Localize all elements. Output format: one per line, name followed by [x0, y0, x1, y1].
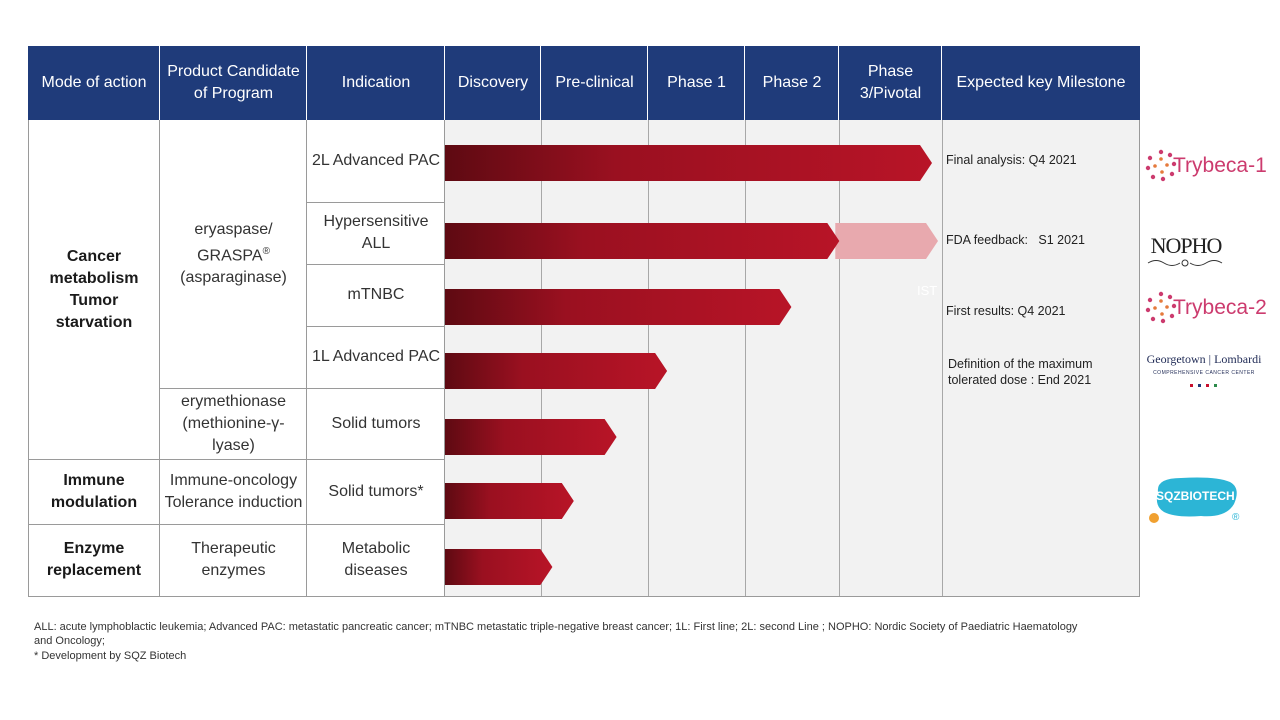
footnote-sqz: * Development by SQZ Biotech — [34, 650, 187, 662]
header-indication: Indication — [307, 46, 445, 120]
header-discovery: Discovery — [445, 46, 541, 120]
milestone-mtnbc: First results: Q4 2021 — [946, 304, 1066, 318]
sqz-biotech-logo: SQZBIOTECH ® — [1146, 474, 1246, 529]
header-phase2: Phase 2 — [745, 46, 839, 120]
milestone-all: FDA feedback: S1 2021 — [946, 233, 1085, 247]
pipeline-bar — [445, 483, 574, 519]
sqz-blob-icon — [1149, 477, 1237, 523]
pipeline-extension-bar — [835, 223, 938, 259]
header-milestone: Expected key Milestone — [942, 46, 1140, 120]
milestone-1l-pac: Definition of the maximum tolerated dose… — [948, 357, 1093, 387]
pipeline-bar — [445, 223, 840, 259]
trybeca-dots-icon — [1145, 291, 1177, 324]
indication-label: Solid tumors* — [328, 482, 424, 500]
pipeline-bar — [445, 419, 617, 455]
header-phase1: Phase 1 — [648, 46, 745, 120]
product-therapeutic-enzymes: Therapeutic enzymes — [191, 540, 276, 579]
footnote: ALL: acute lymphoblactic leukemia; Advan… — [34, 620, 1094, 663]
indication-label: 1L Advanced PAC — [311, 348, 441, 365]
pipeline-bar — [445, 353, 668, 389]
pipeline-bar — [445, 549, 553, 585]
georgetown-logo: Georgetown | Lombardi COMPREHENSIVE CANC… — [1144, 352, 1264, 388]
product-eryaspase: eryaspase/ GRASPA® (asparaginase) — [180, 220, 287, 287]
ist-annotation: IST — [917, 283, 938, 298]
indication-label: Metabolic diseases — [341, 540, 411, 579]
pipeline-bar — [445, 289, 792, 325]
trybeca2-logo: Trybeca-2 — [1143, 290, 1268, 326]
header-mode: Mode of action — [28, 46, 160, 120]
product-erymethionase: erymethionase (methionine-γ-lyase) — [181, 392, 286, 454]
indication-label: Hypersensitive ALL — [323, 213, 429, 252]
trybeca1-logo: Trybeca-1 — [1143, 148, 1268, 184]
nopho-logo: NOPHO — [1146, 233, 1226, 269]
indication-label: 2L Advanced PAC — [311, 152, 441, 169]
product-immune-oncology: Immune-oncology Tolerance induction — [164, 471, 303, 511]
header-preclinical: Pre-clinical — [541, 46, 648, 120]
georgetown-dots-icon — [1190, 384, 1217, 387]
trybeca-dots-icon — [1145, 149, 1177, 182]
nopho-flourish-icon — [1147, 259, 1223, 267]
footnote-abbreviations: ALL: acute lymphoblactic leukemia; Advan… — [34, 621, 1078, 647]
indication-label: mTNBC — [347, 286, 405, 303]
milestone-2l-pac: Final analysis: Q4 2021 — [946, 153, 1077, 167]
mode-cancer-metabolism: Cancer metabolism Tumor starvation — [49, 247, 139, 331]
header-product: Product Candidate of Program — [160, 46, 307, 120]
indication-label: Solid tumors — [331, 414, 421, 432]
mode-enzyme-replacement: Enzyme replacement — [46, 540, 142, 579]
mode-immune-modulation: Immune modulation — [50, 471, 138, 511]
header-phase3: Phase 3/Pivotal — [839, 46, 942, 120]
pipeline-bar — [445, 145, 932, 181]
